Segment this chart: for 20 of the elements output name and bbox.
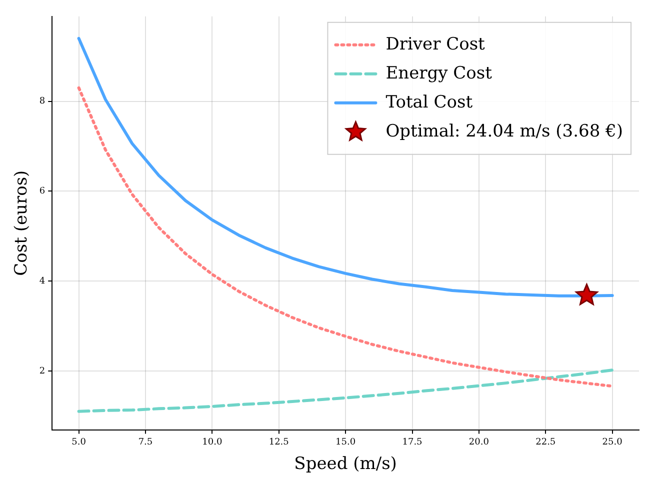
x-tick-label: 20.0 bbox=[468, 438, 490, 448]
x-tick-label: 7.5 bbox=[138, 438, 153, 448]
x-tick-label: 25.0 bbox=[602, 438, 623, 448]
x-tick-label: 17.5 bbox=[402, 438, 423, 448]
legend-label: Total Cost bbox=[386, 92, 473, 112]
legend-label: Optimal: 24.04 m/s (3.68 €) bbox=[386, 121, 623, 142]
x-tick-label: 12.5 bbox=[268, 438, 290, 448]
y-axis-title: Cost (euros) bbox=[12, 170, 32, 276]
x-axis-title: Speed (m/s) bbox=[294, 454, 397, 474]
x-tick-label: 15.0 bbox=[336, 438, 356, 448]
x-tick-label: 5.0 bbox=[72, 438, 86, 448]
x-tick-label: 22.5 bbox=[536, 438, 556, 448]
legend-label: Energy Cost bbox=[386, 63, 492, 84]
x-tick-label: 10.0 bbox=[202, 438, 222, 448]
y-tick-label: 8 bbox=[39, 96, 46, 107]
y-tick-label: 2 bbox=[39, 366, 46, 376]
line-series bbox=[77, 368, 614, 413]
y-tick-label: 6 bbox=[39, 186, 46, 197]
y-tick-label: 4 bbox=[39, 276, 46, 286]
legend-label: Driver Cost bbox=[386, 34, 486, 54]
